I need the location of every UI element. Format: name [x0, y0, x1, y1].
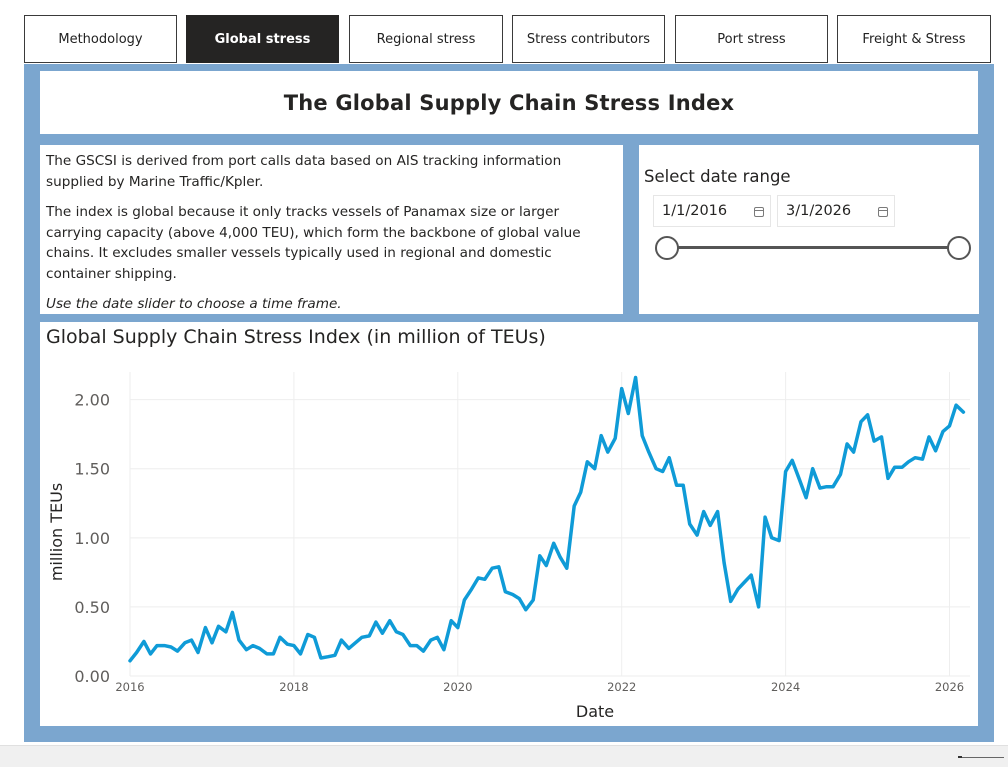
- start-date-input[interactable]: 1/1/2016: [653, 195, 771, 227]
- date-slider-end-handle[interactable]: [947, 236, 971, 260]
- tab-freight-and-stress[interactable]: Freight & Stress: [837, 15, 991, 63]
- page-tab-bar: Methodology Global stress Regional stres…: [0, 0, 1008, 64]
- report-canvas: The Global Supply Chain Stress Index The…: [24, 64, 994, 742]
- date-range-panel: Select date range 1/1/2016 3/1/2026: [639, 145, 979, 314]
- y-tick-label: 1.00: [74, 529, 110, 548]
- stress-index-line-chart: 0.00 0.50 1.00 1.50 2.00 2016 2018 2020 2022 2024…: [47, 372, 970, 721]
- title-panel: The Global Supply Chain Stress Index: [40, 71, 978, 134]
- y-tick-label: 0.50: [74, 598, 110, 617]
- date-range-label: Select date range: [644, 167, 791, 186]
- x-tick-label: 2022: [607, 680, 636, 694]
- stress-index-series-line: [128, 375, 966, 663]
- page-title: The Global Supply Chain Stress Index: [283, 90, 735, 115]
- x-axis-label: Date: [576, 702, 614, 721]
- bottom-status-strip: [0, 745, 1008, 767]
- zoom-slider-line[interactable]: [958, 757, 1004, 758]
- tab-methodology[interactable]: Methodology: [24, 15, 177, 63]
- description-paragraph-source: The GSCSI is derived from port calls dat…: [46, 153, 562, 190]
- chart-panel: Global Supply Chain Stress Index (in mil…: [40, 322, 978, 726]
- x-tick-label: 2018: [279, 680, 308, 694]
- x-tick-label: 2016: [115, 680, 144, 694]
- description-paragraph-scope: The index is global because it only trac…: [46, 204, 581, 282]
- y-tick-label: 2.00: [74, 391, 110, 410]
- calendar-icon[interactable]: [878, 207, 888, 217]
- start-date-value: 1/1/2016: [662, 203, 728, 219]
- end-date-input[interactable]: 3/1/2026: [777, 195, 895, 227]
- date-slider-start-handle[interactable]: [655, 236, 679, 260]
- x-tick-label: 2020: [443, 680, 472, 694]
- y-axis-label: million TEUs: [47, 483, 66, 581]
- x-tick-label: 2026: [935, 680, 964, 694]
- date-slider-track[interactable]: [667, 246, 959, 249]
- end-date-value: 3/1/2026: [786, 203, 852, 219]
- tab-global-stress[interactable]: Global stress: [186, 15, 339, 63]
- zoom-slider-thumb[interactable]: [958, 756, 962, 758]
- description-panel: The GSCSI is derived from port calls dat…: [40, 145, 623, 314]
- tab-port-stress[interactable]: Port stress: [675, 15, 828, 63]
- tab-stress-contributors[interactable]: Stress contributors: [512, 15, 665, 63]
- y-tick-label: 0.00: [74, 667, 110, 686]
- tab-regional-stress[interactable]: Regional stress: [349, 15, 503, 63]
- y-tick-label: 1.50: [74, 460, 110, 479]
- chart-title: Global Supply Chain Stress Index (in mil…: [46, 326, 546, 348]
- x-tick-label: 2024: [771, 680, 800, 694]
- calendar-icon[interactable]: [754, 207, 764, 217]
- description-note: Use the date slider to choose a time fra…: [46, 296, 342, 312]
